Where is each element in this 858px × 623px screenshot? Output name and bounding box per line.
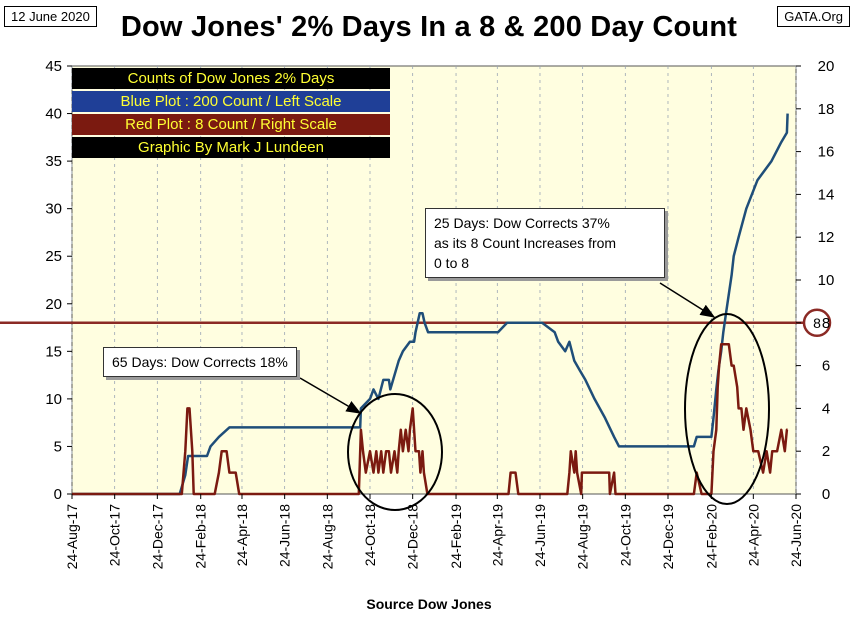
left-tick-label: 5 [54,438,62,455]
left-tick-label: 25 [45,248,62,265]
x-tick-label: 24-Apr-20 [745,504,761,566]
legend-line-red-plot: Red Plot : 8 Count / Right Scale [72,114,390,135]
annotation-65-days-text: 65 Days: Dow Corrects 18% [112,354,288,370]
annotation-25-days-line3: 0 to 8 [434,255,470,271]
highlight-ellipse-2018 [347,393,443,511]
date-label: 12 June 2020 [4,6,97,27]
annotation-arrow-2 [659,282,716,318]
right-tick-label: 10 [818,272,835,289]
left-tick-label: 35 [45,153,62,170]
x-tick-label: 24-Aug-19 [575,504,591,570]
highlight-ellipse-2020 [684,313,770,505]
ellipse-layer [299,282,770,511]
source-label: GATA.Org [777,6,850,27]
legend-line-blue-plot: Blue Plot : 200 Count / Left Scale [72,91,390,112]
right-tick-label: 0 [822,486,830,503]
right-tick-label: 18 [818,101,835,118]
x-tick-label: 24-Dec-19 [660,504,676,570]
reference-marker [802,308,832,338]
annotation-25-days-line2: as its 8 Count Increases from [434,235,617,251]
right-tick-label: 16 [818,144,835,161]
legend-line-author: Graphic By Mark J Lundeen [72,137,390,158]
annotation-65-days: 65 Days: Dow Corrects 18% [103,347,297,377]
x-tick-label: 24-Feb-20 [703,504,719,569]
x-axis-label: Source Dow Jones [366,596,492,612]
x-tick-label: 24-Oct-18 [362,504,378,566]
right-tick-label: 4 [822,400,830,417]
x-tick-label: 24-Jun-20 [788,504,804,567]
x-tick-label: 24-Apr-18 [234,504,250,566]
left-tick-label: 40 [45,106,62,123]
annotation-25-days-line1: 25 Days: Dow Corrects 37% [434,215,610,231]
annotation-25-days: 25 Days: Dow Corrects 37% as its 8 Count… [425,208,665,278]
left-tick-label: 20 [45,296,62,313]
left-tick-label: 10 [45,391,62,408]
right-tick-label: 14 [818,186,835,203]
legend-line-counts: Counts of Dow Jones 2% Days [72,68,390,89]
right-tick-label: 12 [818,229,835,246]
left-tick-label: 30 [45,201,62,218]
x-tick-label: 24-Dec-17 [149,504,165,570]
left-tick-label: 0 [54,486,62,503]
left-tick-label: 15 [45,343,62,360]
x-tick-label: 24-Aug-18 [319,504,335,570]
axis-layer: 0 5 10 15 20 25 30 35 40 45 0 2 4 6 8 10 12 14 16 18 20 24-Au… [45,58,834,569]
x-tick-label: 24-Jun-19 [532,504,548,567]
reference-layer: 8 [0,308,832,338]
x-tick-label: 24-Oct-19 [617,504,633,566]
chart-title: Dow Jones' 2% Days In a 8 & 200 Day Coun… [120,11,738,43]
right-tick-label: 2 [822,443,830,460]
x-tick-label: 24-Jun-18 [277,504,293,567]
x-tick-label: 24-Feb-19 [448,504,464,569]
x-tick-label: 24-Oct-17 [107,504,123,566]
right-tick-label: 20 [818,58,835,75]
x-tick-label: 24-Dec-18 [405,504,421,570]
right-tick-label: 8 [822,315,830,332]
reference-label: 8 [813,315,821,331]
right-tick-label: 6 [822,358,830,375]
series-line-8-count [72,342,789,496]
annotation-arrow-1 [299,377,362,414]
x-tick-label: 24-Aug-17 [64,504,80,570]
x-tick-label: 24-Apr-19 [489,504,505,566]
left-tick-label: 45 [45,58,62,75]
x-tick-label: 24-Feb-18 [193,504,209,569]
